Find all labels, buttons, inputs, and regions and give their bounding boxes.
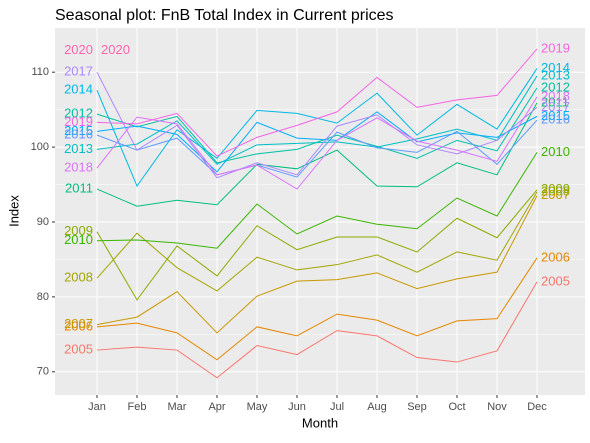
x-tick-label: Jul [330,401,344,413]
series-label-start: 2011 [65,180,93,195]
chart-title: Seasonal plot: FnB Total Index in Curren… [55,7,394,24]
series-label-start: 2015 [64,123,93,138]
series-label-start: 2020 [64,42,93,57]
y-tick-label: 90 [37,216,49,228]
y-axis-label: Index [6,195,21,227]
series-line [96,281,538,379]
panel [55,28,585,395]
series-label-start: 2006 [64,318,93,333]
series-label-end: 2008 [541,183,570,198]
series-label-start: 2016 [64,127,93,142]
series-label-start: 2014 [64,82,93,97]
series-label-start: 2018 [64,159,93,174]
x-tick-label: Feb [128,401,147,413]
series-label-end: 2020 [101,42,130,57]
series-label-start: 2013 [64,141,93,156]
series-label-end: 2014 [541,60,570,75]
series-line [96,191,538,292]
x-tick-label: Oct [448,401,465,413]
series-label-start: 2017 [64,64,93,79]
x-tick-label: Dec [527,401,547,413]
series-label-start: 2008 [64,270,93,285]
series-line [96,111,538,173]
series-label-start: 2005 [64,341,93,356]
x-tick-label: Aug [367,401,387,413]
series-line [96,102,538,207]
series-label-end: 2005 [541,273,570,288]
series-line [96,48,538,157]
series-label-start: 2009 [64,223,93,238]
x-tick-label: Sep [407,401,427,413]
x-tick-label: Jan [88,401,106,413]
x-tick-label: Apr [208,401,225,413]
x-tick-label: Nov [487,401,507,413]
series-label-end: 2017 [541,99,570,114]
series-label-end: 2018 [541,88,570,103]
x-tick-label: May [247,401,268,413]
series-label-end: 2015 [541,108,570,123]
series-line [96,75,538,165]
x-tick-label: Jun [288,401,306,413]
series-label-end: 2007 [541,187,570,202]
y-tick-label: 70 [37,366,49,378]
series-line [96,96,538,190]
series-label-start: 2007 [64,316,93,331]
series-label-end: 2012 [541,79,570,94]
series-line [96,189,538,301]
series-label-end: 2009 [541,181,570,196]
series-line [96,119,538,178]
series-line [96,152,538,249]
series-label-end: 2016 [541,112,570,127]
series-label-start: 2019 [64,114,93,129]
series-line [96,195,538,334]
y-tick-label: 110 [31,66,49,78]
x-tick-label: Mar [168,401,187,413]
series-label-end: 2013 [541,67,570,82]
series-label-end: 2006 [541,249,570,264]
series-label-end: 2011 [541,94,569,109]
y-tick-label: 80 [37,291,49,303]
series-label-end: 2019 [541,40,570,55]
series-label-start: 2010 [64,232,93,247]
series-label-end: 2010 [541,144,570,159]
y-tick-label: 100 [31,141,49,153]
x-axis-label: Month [302,415,338,430]
series-line [96,257,538,361]
series-label-start: 2012 [64,106,93,121]
